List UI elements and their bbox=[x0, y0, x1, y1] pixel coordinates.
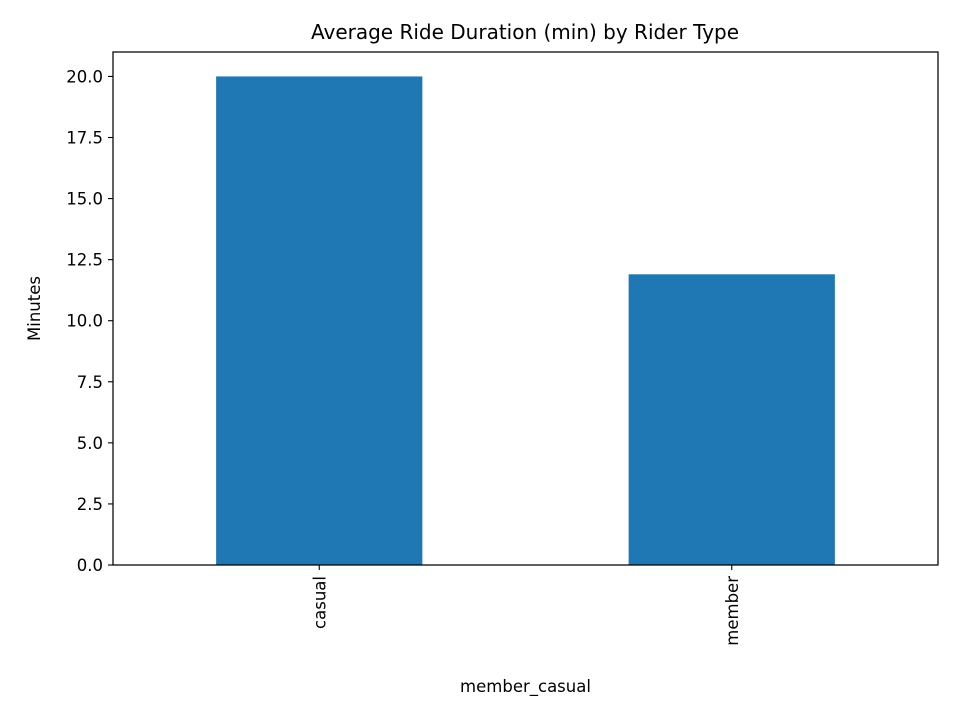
chart-title: Average Ride Duration (min) by Rider Typ… bbox=[311, 20, 739, 44]
y-tick-label: 17.5 bbox=[66, 129, 103, 148]
y-tick-label: 2.5 bbox=[77, 495, 103, 514]
y-axis-label: Minutes bbox=[25, 276, 44, 341]
y-tick-label: 7.5 bbox=[77, 373, 103, 392]
x-tick-label-member: member bbox=[723, 576, 742, 646]
y-tick-label: 10.0 bbox=[66, 312, 103, 331]
y-tick-label: 15.0 bbox=[66, 190, 103, 209]
y-ticks-group: 0.0 2.5 5.0 7.5 10.0 12.5 15.0 17.5 20.0 bbox=[66, 67, 113, 575]
x-tick-label-casual: casual bbox=[310, 576, 329, 629]
bar-member bbox=[628, 274, 835, 565]
y-tick-label: 5.0 bbox=[77, 434, 103, 453]
x-ticks-group: casual member bbox=[310, 565, 742, 646]
x-axis-label: member_casual bbox=[460, 677, 591, 697]
y-tick-label: 12.5 bbox=[66, 251, 103, 270]
bars-group bbox=[216, 76, 835, 566]
bar-casual bbox=[216, 76, 423, 566]
plot-frame bbox=[112, 51, 939, 566]
y-tick-label: 20.0 bbox=[66, 67, 103, 86]
y-tick-label: 0.0 bbox=[77, 556, 103, 575]
